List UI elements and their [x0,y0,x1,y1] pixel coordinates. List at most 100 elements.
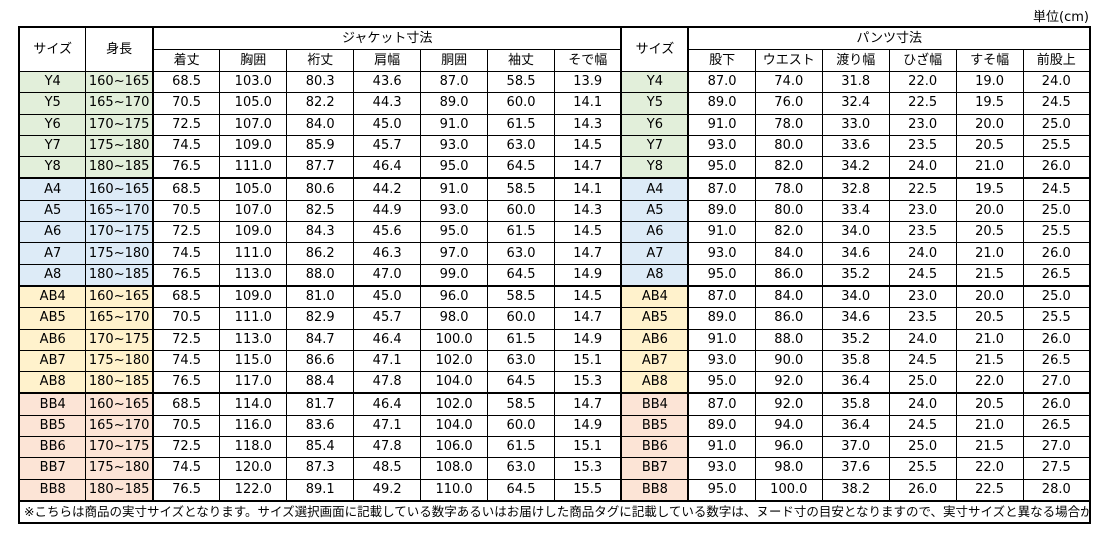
value-cell: 96.0 [754,436,823,459]
value-cell: 25.0 [1022,199,1091,223]
column-header: 胴囲 [420,49,489,72]
value-cell: 20.5 [955,307,1024,330]
table-row: BB7 175~180 74.5 120.0 87.3 48.5 108.0 63.0 15.3… [18,457,1091,480]
value-cell: 38.2 [821,478,890,502]
note-row: ※こちらは商品の実寸サイズとなります。サイズ選択画面に記載している数字あるいはお… [18,499,1091,524]
value-cell: 61.5 [487,221,555,244]
value-cell: 20.0 [955,284,1024,309]
size-cell: 175~180 [85,457,154,480]
value-cell: 89.1 [286,478,355,502]
size-cell: BB6 [620,436,689,459]
value-cell: 85.4 [286,436,355,459]
value-cell: 87.7 [286,156,355,179]
value-cell: 23.0 [888,284,957,309]
value-cell: 14.7 [554,307,622,330]
value-cell: 24.0 [888,242,957,265]
value-cell: 47.0 [353,263,422,287]
size-cell: 160~165 [85,392,154,416]
size-cell: BB5 [620,414,689,438]
table-row: AB6 170~175 72.5 113.0 84.7 46.4 100.0 61.5 14.9… [18,328,1091,351]
value-cell: 114.0 [219,392,288,416]
value-cell: 58.5 [487,392,555,416]
value-cell: 72.5 [151,436,221,459]
value-cell: 20.5 [955,134,1024,158]
value-cell: 74.5 [151,457,221,480]
value-cell: 58.5 [487,284,555,309]
value-cell: 76.5 [151,156,221,179]
value-cell: 95.0 [420,156,489,179]
value-cell: 49.2 [353,478,422,502]
table-row: AB7 175~180 74.5 115.0 86.6 47.1 102.0 63.0 15.1… [18,349,1091,373]
header-group: ジャケット寸法 [151,26,622,50]
value-cell: 19.0 [955,70,1024,94]
value-cell: 85.9 [286,134,355,158]
value-cell: 37.0 [821,436,890,459]
value-cell: 74.5 [151,242,221,265]
value-cell: 47.1 [353,414,422,438]
size-cell: BB8 [18,478,87,502]
value-cell: 64.5 [487,263,555,287]
value-cell: 19.5 [955,177,1024,201]
value-cell: 111.0 [219,156,288,179]
size-cell: AB5 [18,307,87,330]
value-cell: 107.0 [219,199,288,223]
size-cell: BB4 [620,392,689,416]
value-cell: 15.5 [554,478,622,502]
value-cell: 14.7 [554,242,622,265]
table-header: サイズ 身長 ジャケット寸法 サイズ パンツ寸法 着丈 胸囲 裄丈 肩幅 胴囲 袖丈 そで幅… [18,26,1091,72]
value-cell: 113.0 [219,328,288,351]
value-cell: 27.5 [1022,457,1091,480]
value-cell: 47.1 [353,349,422,373]
size-cell: AB8 [18,371,87,394]
value-cell: 100.0 [754,478,823,502]
value-cell: 118.0 [219,436,288,459]
value-cell: 25.0 [888,436,957,459]
value-cell: 95.0 [687,156,756,179]
value-cell: 87.0 [687,284,756,309]
value-cell: 102.0 [420,349,489,373]
value-cell: 28.0 [1022,478,1091,502]
value-cell: 87.3 [286,457,355,480]
value-cell: 87.0 [687,177,756,201]
value-cell: 24.5 [888,414,957,438]
value-cell: 34.6 [821,242,890,265]
size-cell: A4 [18,177,87,201]
value-cell: 83.6 [286,414,355,438]
value-cell: 21.5 [955,263,1024,287]
size-cell: 160~165 [85,177,154,201]
value-cell: 25.0 [888,371,957,394]
table-row: BB6 170~175 72.5 118.0 85.4 47.8 106.0 61.5 15.1… [18,436,1091,459]
size-cell: 165~170 [85,92,154,115]
size-cell: AB4 [620,284,689,309]
value-cell: 35.2 [821,263,890,287]
value-cell: 46.4 [353,328,422,351]
header-row: 着丈 胸囲 裄丈 肩幅 胴囲 袖丈 そで幅 股下 ウエスト 渡り幅 ひざ幅 すそ幅 前股上 [19,49,1091,72]
value-cell: 35.2 [821,328,890,351]
value-cell: 122.0 [219,478,288,502]
value-cell: 105.0 [219,92,288,115]
column-header: 着丈 [151,49,221,72]
value-cell: 15.3 [554,457,622,480]
value-cell: 26.0 [1022,392,1091,416]
value-cell: 72.5 [151,113,221,136]
column-header: すそ幅 [955,49,1024,72]
value-cell: 89.0 [687,92,756,115]
value-cell: 70.5 [151,307,221,330]
value-cell: 60.0 [487,307,555,330]
value-cell: 95.0 [687,263,756,287]
value-cell: 13.9 [554,70,622,94]
value-cell: 22.5 [888,177,957,201]
value-cell: 47.8 [353,436,422,459]
table-row: Y7 175~180 74.5 109.0 85.9 45.7 93.0 63.0 14.5 Y7… [18,134,1091,158]
value-cell: 87.0 [420,70,489,94]
size-cell: A7 [620,242,689,265]
value-cell: 104.0 [420,414,489,438]
size-cell: A6 [18,221,87,244]
table-row: A7 175~180 74.5 111.0 86.2 46.3 97.0 63.0 14.7 A7… [18,242,1091,265]
size-cell: AB7 [620,349,689,373]
value-cell: 14.9 [554,263,622,287]
value-cell: 26.0 [1022,156,1091,179]
value-cell: 93.0 [687,242,756,265]
value-cell: 84.0 [754,284,823,309]
value-cell: 61.5 [487,328,555,351]
